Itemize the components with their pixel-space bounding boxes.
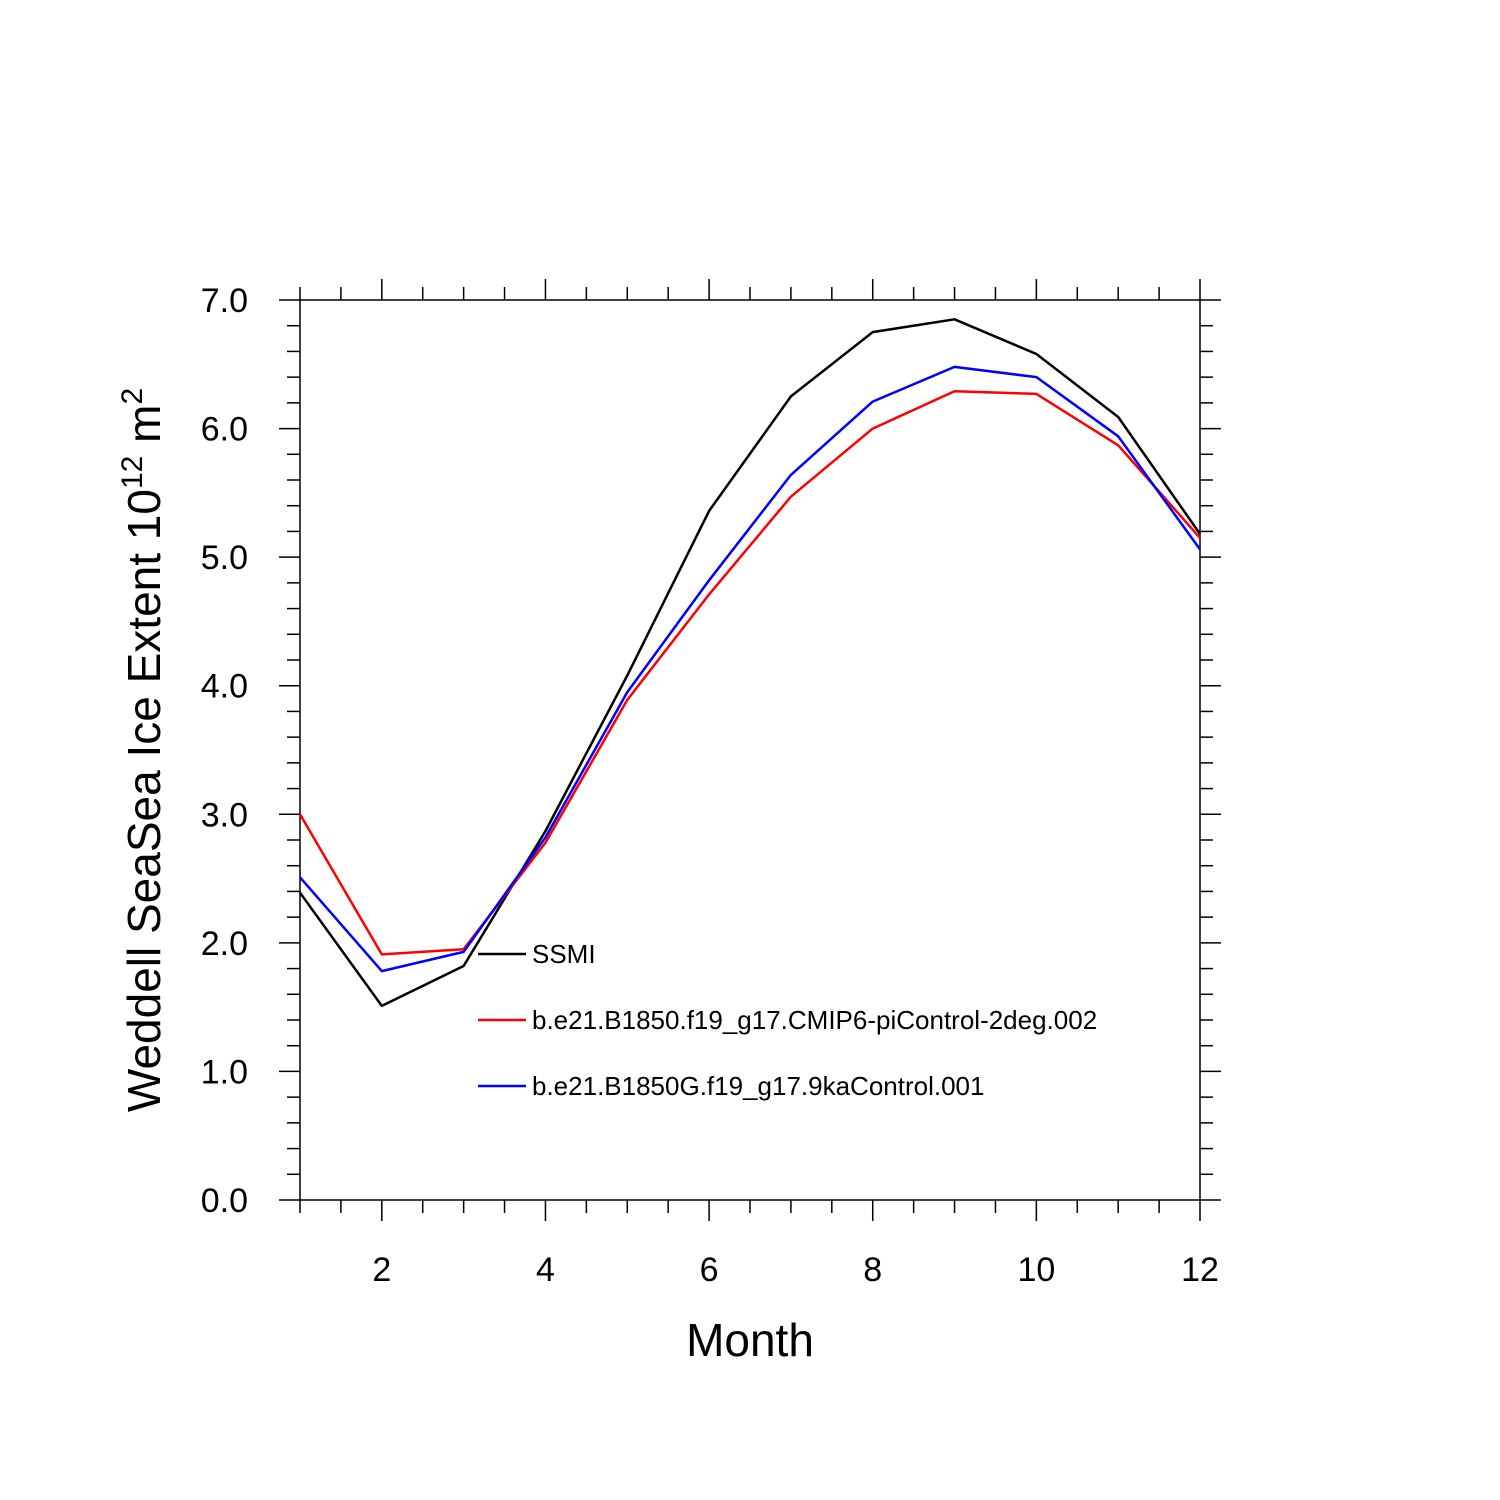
y-axis-title-main: Weddell SeaSea Ice Extent 10: [118, 489, 170, 1112]
x-tick-label: 10: [1017, 1251, 1055, 1289]
series-lines: [298, 318, 1202, 1008]
x-tick-label: 4: [536, 1251, 555, 1289]
y-axis-title-unit: m: [118, 405, 170, 456]
x-axis-title: Month: [686, 1314, 814, 1366]
x-tick-label: 8: [863, 1251, 882, 1289]
y-axis-title-unit-exponent: 2: [116, 388, 149, 405]
y-tick-label: 5.0: [201, 539, 248, 577]
y-tick-label: 1.0: [201, 1053, 248, 1091]
x-tick-labels: 2 4 6 8 10 12: [372, 1251, 1219, 1289]
series-line-2: [299, 365, 1202, 973]
series-line-0: [298, 318, 1202, 1008]
y-axis-title: Weddell SeaSea Ice Extent 1012 m2: [116, 388, 170, 1112]
x-tick-label: 2: [372, 1251, 391, 1289]
y-tick-label: 0.0: [201, 1182, 248, 1220]
x-tick-label: 6: [700, 1251, 719, 1289]
y-tick-labels: 0.0 1.0 2.0 3.0 4.0 5.0 6.0 7.0: [201, 282, 248, 1220]
y-tick-label: 4.0: [201, 668, 248, 706]
axis-ticks: [279, 279, 1221, 1221]
plot-frame: [299, 299, 1201, 1201]
series-line-1: [298, 390, 1201, 956]
y-tick-label: 6.0: [201, 411, 248, 449]
legend-label-cmip6-picontrol: b.e21.B1850.f19_g17.CMIP6-piControl-2deg…: [532, 1005, 1097, 1035]
y-axis-title-exponent: 12: [116, 456, 149, 489]
y-tick-label: 2.0: [201, 925, 248, 963]
y-tick-label: 3.0: [201, 796, 248, 834]
legend-label-9ka-control: b.e21.B1850G.f19_g17.9kaControl.001: [532, 1071, 984, 1101]
legend-label-ssmi: SSMI: [532, 939, 596, 969]
legend: SSMI b.e21.B1850.f19_g17.CMIP6-piControl…: [478, 939, 1097, 1101]
x-tick-label: 12: [1181, 1251, 1219, 1289]
y-tick-label: 7.0: [201, 282, 248, 320]
